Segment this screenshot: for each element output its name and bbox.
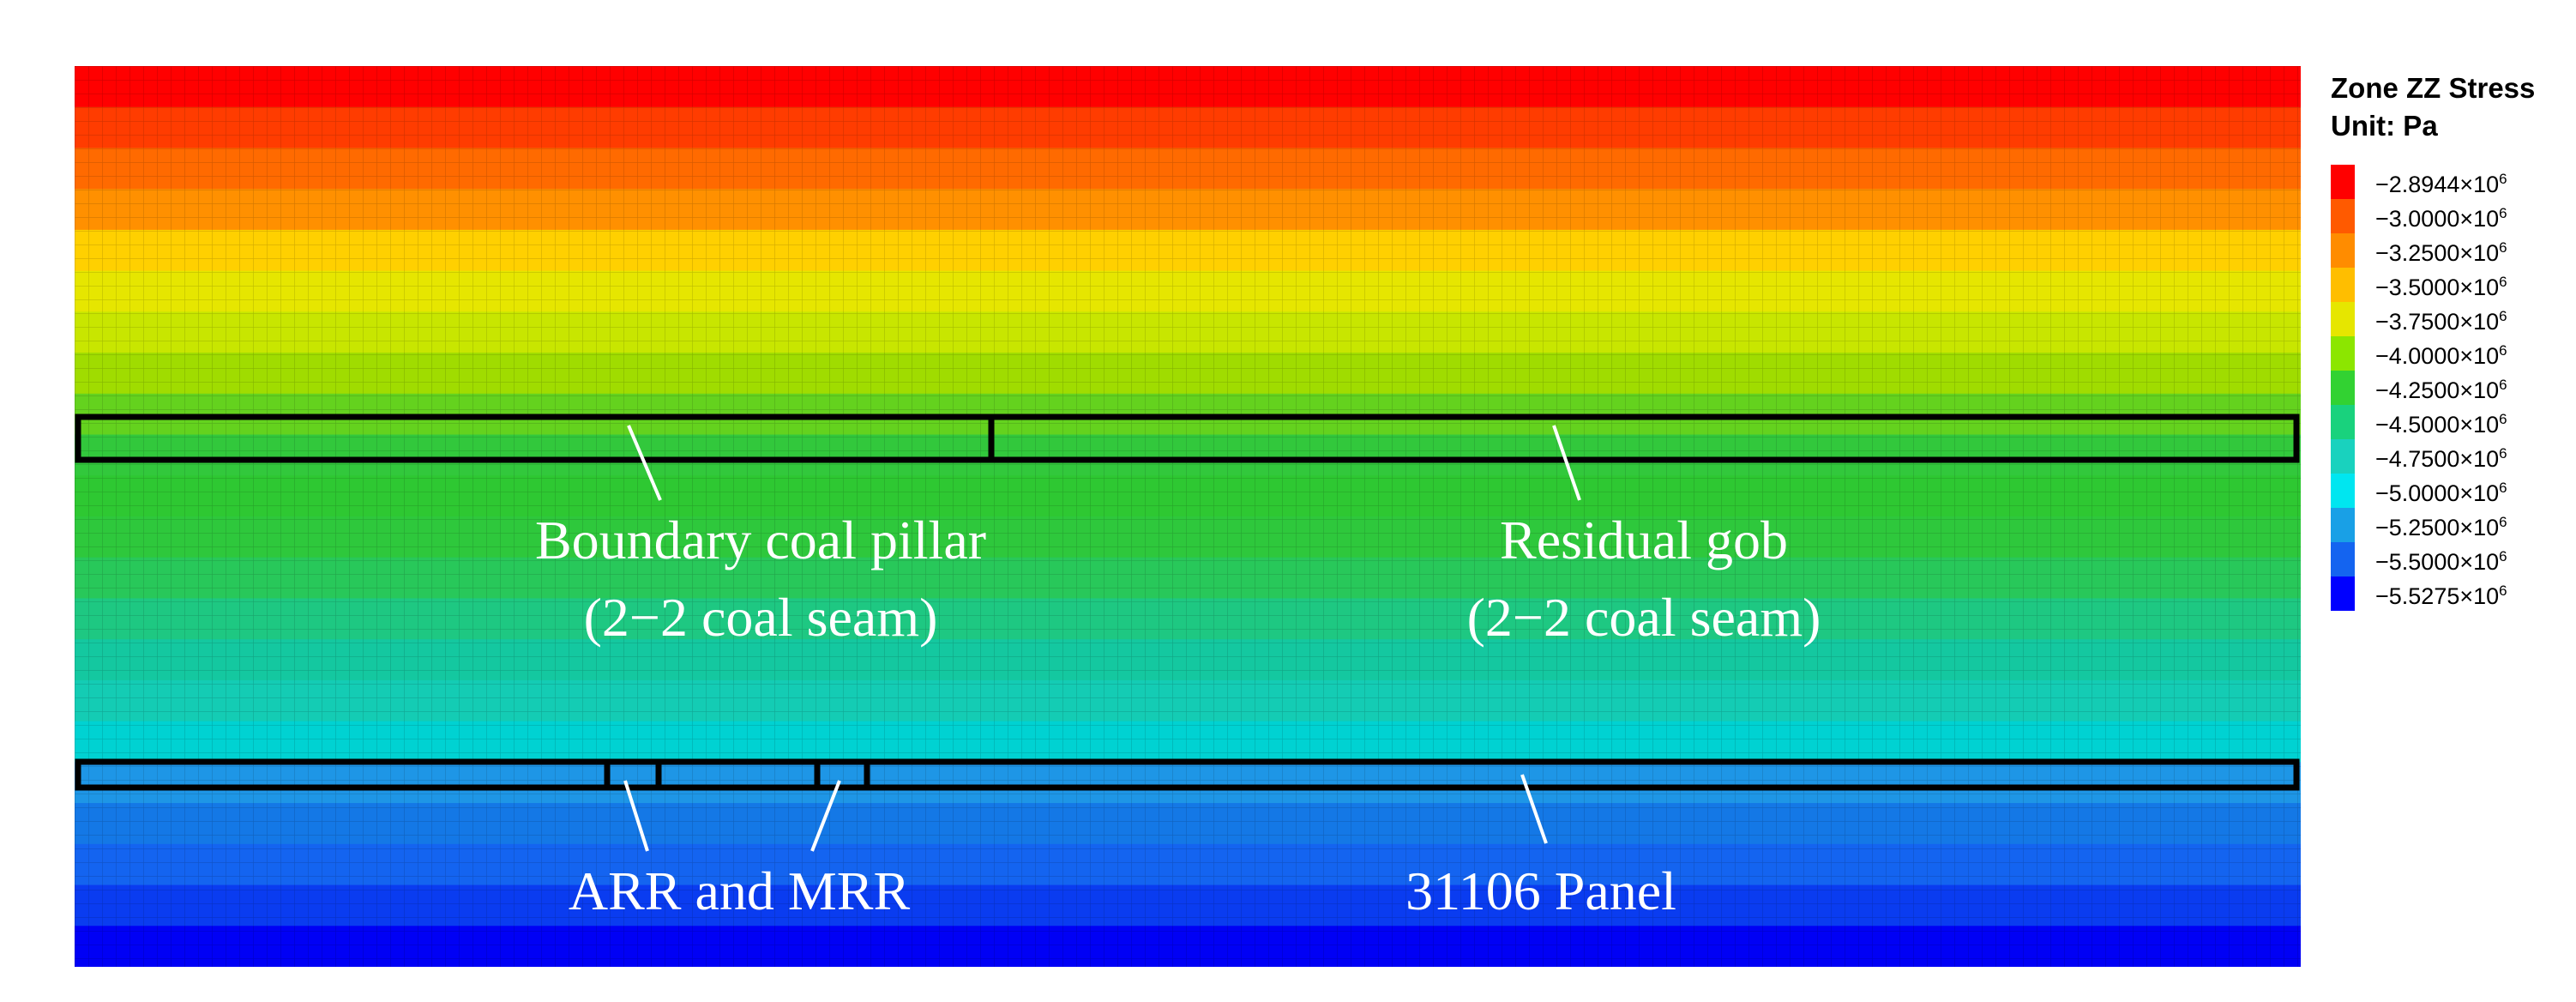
legend-entry-label: −3.0000×106 — [2375, 205, 2507, 232]
residual-gob-line1: Residual gob — [1500, 510, 1788, 570]
legend-unit: Unit: Pa — [2331, 110, 2438, 142]
legend-swatch — [2331, 474, 2355, 508]
panel-31106-outline — [75, 758, 2300, 791]
legend-entry-label: −2.8944×106 — [2375, 171, 2507, 197]
panel-leader — [1520, 774, 1548, 844]
legend-swatch — [2331, 199, 2355, 233]
legend-swatch — [2331, 542, 2355, 576]
panel-line1: 31106 Panel — [1405, 860, 1676, 921]
boundary-pillar-line1: Boundary coal pillar — [534, 510, 987, 570]
arr-mrr-line1: ARR and MRR — [568, 860, 911, 921]
legend-swatch — [2331, 302, 2355, 336]
legend-entry-label: −3.2500×106 — [2375, 239, 2507, 266]
legend-swatch — [2331, 165, 2355, 199]
boundary-pillar-label: Boundary coal pillar (2−2 coal seam) — [332, 502, 1189, 656]
panel-label: 31106 Panel — [1284, 853, 1798, 930]
stress-contour-plot: Boundary coal pillar (2−2 coal seam) Res… — [75, 66, 2301, 967]
model-mesh — [75, 66, 2301, 967]
residual-gob-line2: (2−2 coal seam) — [1466, 587, 1821, 648]
legend-entry-label: −5.5000×106 — [2375, 548, 2507, 575]
legend-entry-label: −4.0000×106 — [2375, 342, 2507, 369]
legend-entry-label: −5.5275×106 — [2375, 582, 2507, 609]
legend-swatch — [2331, 233, 2355, 268]
residual-gob-leader — [1552, 425, 1581, 501]
panel-row-box — [75, 758, 2300, 791]
residual-gob-label: Residual gob (2−2 coal seam) — [1267, 502, 2021, 656]
legend-entry-label: −3.5000×106 — [2375, 274, 2507, 300]
legend-swatch — [2331, 508, 2355, 542]
coal-seam-2-2-outline — [75, 413, 2300, 463]
legend-swatch — [2331, 336, 2355, 371]
arr-leader — [623, 780, 649, 852]
arr-mrr-label: ARR and MRR — [482, 853, 996, 930]
mesh-grid — [75, 66, 2301, 967]
mrr-box — [814, 758, 870, 791]
legend-entry-label: −4.7500×106 — [2375, 445, 2507, 472]
legend-entry-label: −4.2500×106 — [2375, 377, 2507, 403]
legend-swatch — [2331, 405, 2355, 439]
legend-entry-label: −4.5000×106 — [2375, 411, 2507, 438]
legend-title: Zone ZZ Stress — [2331, 72, 2536, 104]
legend-entry-label: −3.7500×106 — [2375, 308, 2507, 335]
arr-box — [604, 758, 662, 791]
legend-entry-label: −5.2500×106 — [2375, 514, 2507, 540]
legend-swatch — [2331, 439, 2355, 474]
boundary-pillar-line2: (2−2 coal seam) — [583, 587, 938, 648]
legend-color-bar — [2331, 165, 2355, 611]
legend-swatch — [2331, 268, 2355, 302]
residual-gob-box — [988, 413, 2300, 463]
legend-swatch — [2331, 371, 2355, 405]
legend-swatch — [2331, 576, 2355, 611]
boundary-pillar-leader — [627, 425, 662, 501]
mrr-leader — [810, 780, 841, 852]
legend-entry-label: −5.0000×106 — [2375, 480, 2507, 506]
